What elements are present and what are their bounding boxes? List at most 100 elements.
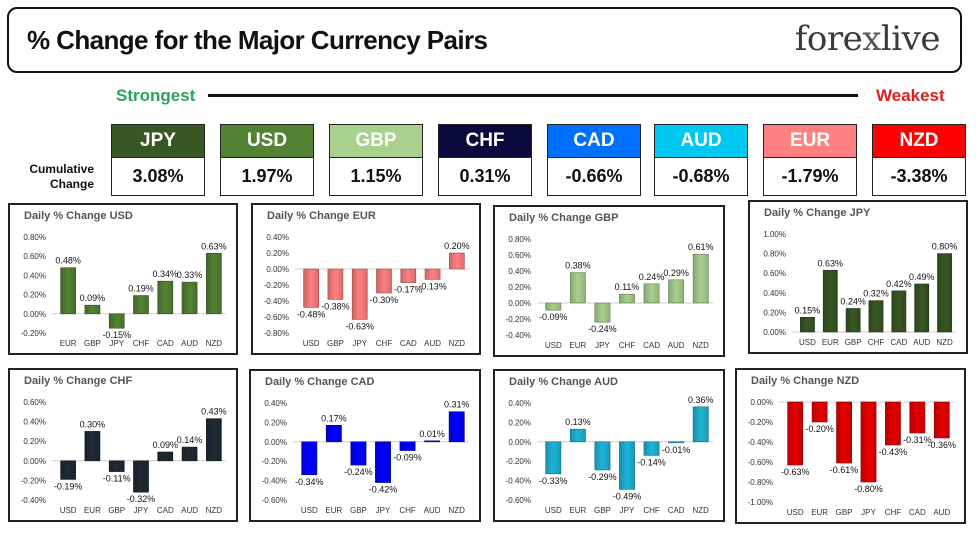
x-category-label: USD xyxy=(301,506,318,515)
x-category-label: JPY xyxy=(109,339,124,348)
currency-cumulative-value: -3.38% xyxy=(872,158,966,196)
data-label: -0.29% xyxy=(588,472,617,482)
x-category-label: CAD xyxy=(400,339,417,348)
data-label: 0.49% xyxy=(909,272,935,282)
currency-cumulative-value: -1.79% xyxy=(763,158,857,196)
y-tick-label: -0.20% xyxy=(264,281,289,290)
bar xyxy=(692,406,709,443)
x-category-label: JPY xyxy=(134,506,149,515)
chart-title: Daily % Change AUD xyxy=(509,376,619,388)
y-tick-label: 0.00% xyxy=(508,438,531,447)
data-label: -0.15% xyxy=(102,330,131,340)
bar xyxy=(937,253,952,333)
x-category-label: AUD xyxy=(668,341,685,350)
x-category-label: EUR xyxy=(84,506,101,515)
cumulative-card: CAD -0.66% xyxy=(547,124,641,196)
cumulative-card: GBP 1.15% xyxy=(329,124,423,196)
bar xyxy=(619,293,635,304)
bar xyxy=(787,401,804,466)
y-tick-label: -1.00% xyxy=(748,498,773,507)
bar xyxy=(885,401,901,446)
x-category-label: GBP xyxy=(84,339,101,348)
bar xyxy=(303,268,319,308)
bar-chart-eur: 0.40% 0.20% 0.00% -0.20% -0.40% -0.60% -0.80% -… xyxy=(264,233,470,348)
y-tick-label: 1.00% xyxy=(763,230,786,239)
bar xyxy=(800,317,815,333)
data-label: 0.36% xyxy=(688,395,714,405)
y-tick-label: -0.80% xyxy=(264,329,289,338)
data-label: 0.38% xyxy=(565,261,591,271)
cumulative-card: EUR -1.79% xyxy=(763,124,857,196)
data-label: -0.43% xyxy=(879,447,908,457)
bar xyxy=(60,267,76,315)
bar xyxy=(325,425,342,443)
bar xyxy=(133,460,149,493)
x-category-label: AUD xyxy=(933,508,950,517)
x-category-label: NZD xyxy=(206,339,223,348)
y-tick-label: -0.20% xyxy=(748,418,773,427)
y-tick-label: -0.20% xyxy=(21,329,46,338)
currency-code: JPY xyxy=(111,124,205,158)
x-category-label: NZD xyxy=(692,506,709,515)
chart-title: Daily % Change CHF xyxy=(24,375,133,387)
x-category-label: USD xyxy=(60,506,77,515)
data-label: -0.14% xyxy=(637,457,666,467)
y-tick-label: 0.60% xyxy=(763,269,786,278)
x-category-label: CHF xyxy=(643,506,660,515)
y-tick-label: 0.20% xyxy=(763,308,786,317)
y-tick-label: -0.40% xyxy=(506,477,531,486)
bar xyxy=(619,441,635,490)
bar xyxy=(811,401,828,423)
bar xyxy=(424,440,441,443)
x-category-label: NZD xyxy=(936,338,953,347)
currency-cumulative-value: 3.08% xyxy=(111,158,205,196)
x-category-label: USD xyxy=(787,508,804,517)
data-label: -0.61% xyxy=(830,465,859,475)
chart-title: Daily % Change EUR xyxy=(267,210,376,222)
data-label: -0.31% xyxy=(903,435,932,445)
x-category-label: CAD xyxy=(909,508,926,517)
x-category-label: GBP xyxy=(594,506,611,515)
chart-title: Daily % Change CAD xyxy=(265,376,375,388)
y-tick-label: 0.20% xyxy=(508,283,531,292)
bar xyxy=(84,304,101,315)
chart-panel-eur: Daily % Change EUR 0.40% 0.20% 0.00% -0.20%… xyxy=(251,203,481,355)
y-tick-label: -0.40% xyxy=(21,496,46,505)
cumulative-card: USD 1.97% xyxy=(220,124,314,196)
x-category-label: EUR xyxy=(811,508,828,517)
chart-title: Daily % Change NZD xyxy=(751,375,860,387)
bar xyxy=(400,268,417,283)
bar xyxy=(845,308,861,333)
bar xyxy=(399,441,416,451)
chart-panel-nzd: Daily % Change NZD 0.00% -0.20% -0.40% -0.6… xyxy=(735,368,966,524)
x-category-label: CHF xyxy=(868,338,885,347)
x-category-label: AUD xyxy=(181,339,198,348)
x-category-label: JPY xyxy=(376,506,391,515)
chart-panel-jpy: Daily % Change JPY 1.00% 0.80% 0.60% 0.40% 0… xyxy=(748,200,968,354)
bar-chart-jpy: 1.00% 0.80% 0.60% 0.40% 0.20% 0.00% 0.15% USD 0.… xyxy=(763,230,957,347)
y-tick-label: 0.40% xyxy=(508,267,531,276)
currency-cumulative-value: 1.15% xyxy=(329,158,423,196)
bar xyxy=(157,451,174,462)
x-category-label: NZD xyxy=(448,506,465,515)
bar xyxy=(933,401,950,439)
currency-cumulative-value: -0.66% xyxy=(547,158,641,196)
data-label: -0.20% xyxy=(805,424,834,434)
x-category-label: JPY xyxy=(861,508,876,517)
weakest-label: Weakest xyxy=(876,86,945,105)
data-label: -0.09% xyxy=(393,453,422,463)
x-category-label: NZD xyxy=(206,506,223,515)
bar-chart-nzd: 0.00% -0.20% -0.40% -0.60% -0.80% -1.00% -0.63… xyxy=(748,398,956,517)
y-tick-label: -0.60% xyxy=(262,496,287,505)
x-category-label: USD xyxy=(545,506,562,515)
data-label: 0.17% xyxy=(321,413,347,423)
cumulative-card: NZD -3.38% xyxy=(872,124,966,196)
data-label: 0.33% xyxy=(177,270,203,280)
bar xyxy=(350,441,367,466)
data-label: -0.09% xyxy=(539,312,568,322)
y-tick-label: 0.00% xyxy=(23,310,46,319)
chart-title: Daily % Change USD xyxy=(24,210,133,222)
x-category-label: CHF xyxy=(619,341,636,350)
data-label: 0.42% xyxy=(886,279,912,289)
strongest-label: Strongest xyxy=(116,86,196,105)
